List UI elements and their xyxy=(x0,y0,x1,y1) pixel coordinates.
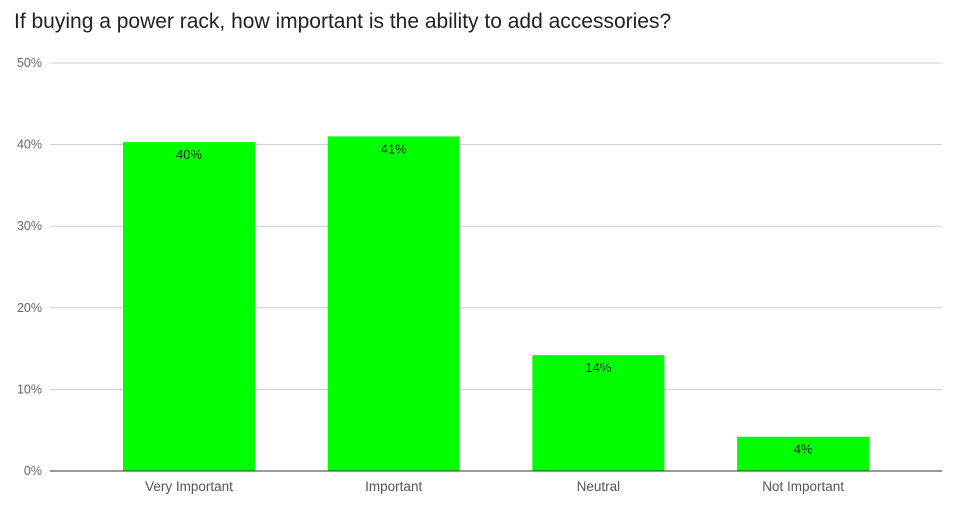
data-label: 14% xyxy=(585,360,611,375)
data-label: 40% xyxy=(176,147,202,162)
x-tick-label: Very Important xyxy=(145,479,233,494)
y-tick-label: 20% xyxy=(17,301,42,315)
data-label: 41% xyxy=(381,141,407,156)
chart-title: If buying a power rack, how important is… xyxy=(14,10,672,33)
bar-not-important xyxy=(737,436,870,471)
bar-neutral xyxy=(532,355,665,471)
y-tick-label: 30% xyxy=(17,219,42,233)
y-tick-label: 0% xyxy=(24,464,42,478)
y-tick-label: 40% xyxy=(17,138,42,152)
bar-important xyxy=(327,136,460,471)
x-tick-label: Not Important xyxy=(762,479,844,494)
data-label: 4% xyxy=(794,442,813,457)
bar-very-important xyxy=(123,142,255,472)
x-tick-label: Neutral xyxy=(577,479,621,494)
y-tick-label: 10% xyxy=(17,382,42,396)
x-tick-label: Important xyxy=(365,479,422,494)
y-tick-label: 50% xyxy=(17,56,42,70)
